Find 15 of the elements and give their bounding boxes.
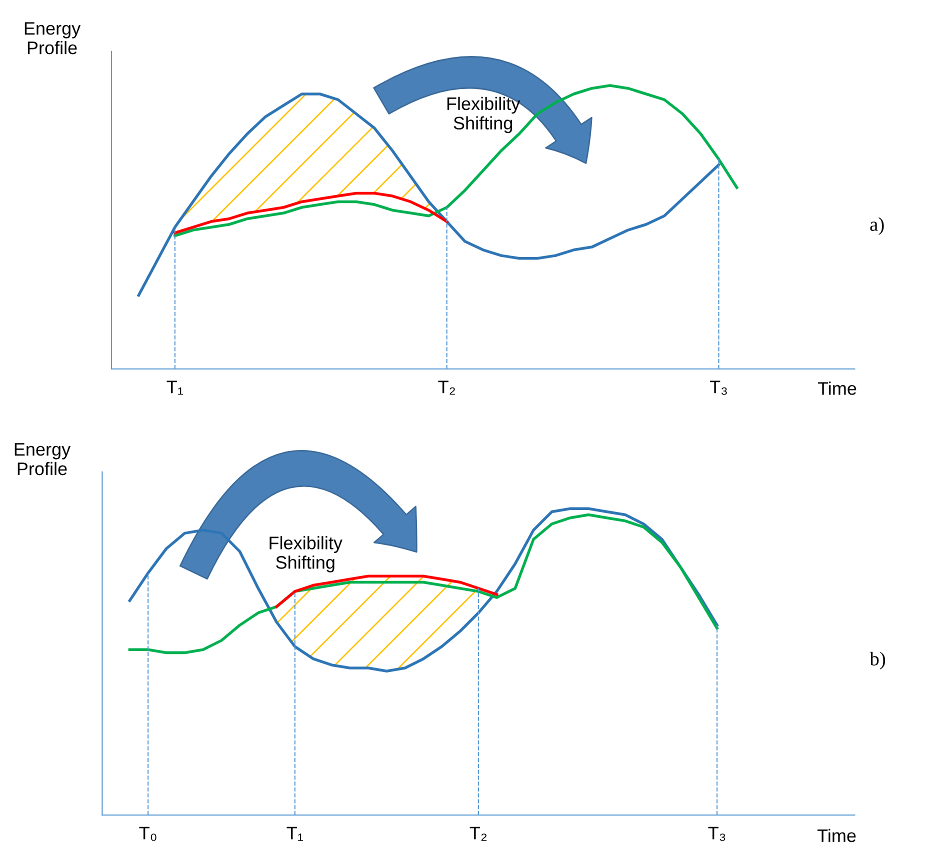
- y-axis-title: Energy Profile: [24, 22, 81, 54]
- annotation: Flexibility Shifting: [270, 536, 342, 572]
- y-axis-title: Energy Profile: [14, 443, 71, 476]
- text: a): [870, 217, 884, 235]
- x-tick-label: T₁: [286, 826, 303, 841]
- x-tick-label: T₃: [710, 380, 727, 395]
- annotation: Flexibility Shifting: [447, 96, 520, 134]
- x-tick-label: T₂: [470, 826, 487, 841]
- x-tick-label: T₂: [438, 380, 455, 395]
- x-axis-title: Time: [818, 382, 856, 395]
- x-axis-title: Time: [817, 828, 856, 842]
- text: b): [870, 652, 886, 670]
- x-tick-label: T₀: [139, 826, 156, 841]
- x-tick-label: T₁: [166, 380, 184, 395]
- x-tick-label: T₃: [708, 826, 726, 841]
